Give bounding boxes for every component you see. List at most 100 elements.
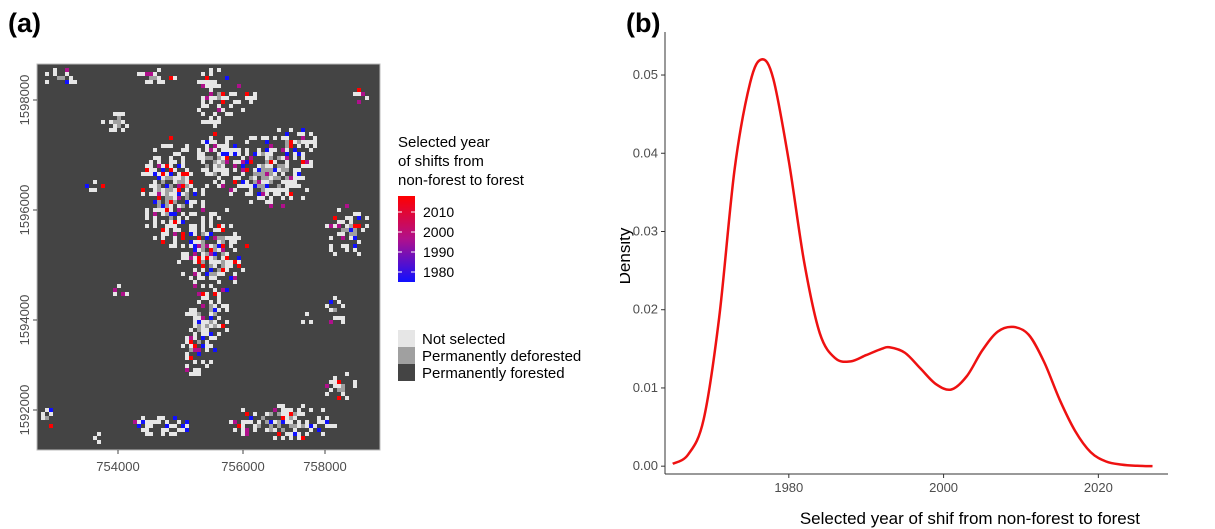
map-pixel xyxy=(149,184,153,188)
map-pixel xyxy=(285,164,289,168)
map-pixel xyxy=(221,92,225,96)
map-pixel xyxy=(337,300,341,304)
map-pixel xyxy=(293,176,297,180)
map-pixel xyxy=(189,204,193,208)
map-pixel xyxy=(257,184,261,188)
y-tick-label: 0.03 xyxy=(633,223,658,238)
map-pixel xyxy=(225,112,229,116)
map-pixel xyxy=(193,244,197,248)
map-pixel xyxy=(285,408,289,412)
map-pixel xyxy=(273,168,277,172)
map-pixel xyxy=(289,140,293,144)
map-pixel xyxy=(213,256,217,260)
map-pixel xyxy=(157,160,161,164)
year-legend-title-line: of shifts from xyxy=(398,153,484,170)
map-pixel xyxy=(193,232,197,236)
map-pixel xyxy=(341,388,345,392)
map-pixel xyxy=(193,316,197,320)
map-pixel xyxy=(141,172,145,176)
map-pixel xyxy=(253,168,257,172)
map-pixel xyxy=(209,92,213,96)
map-pixel xyxy=(233,420,237,424)
map-pixel xyxy=(185,216,189,220)
map-pixel xyxy=(245,92,249,96)
map-pixel xyxy=(293,168,297,172)
map-pixel xyxy=(241,108,245,112)
map-pixel xyxy=(169,76,173,80)
map-pixel xyxy=(301,404,305,408)
map-pixel xyxy=(285,432,289,436)
map-pixel xyxy=(185,196,189,200)
map-pixel xyxy=(161,80,165,84)
map-pixel xyxy=(301,128,305,132)
map-pixel xyxy=(157,196,161,200)
map-pixel xyxy=(161,208,165,212)
map-pixel xyxy=(209,80,213,84)
map-pixel xyxy=(321,420,325,424)
map-pixel xyxy=(165,428,169,432)
map-pixel xyxy=(317,420,321,424)
map-pixel xyxy=(209,136,213,140)
map-pixel xyxy=(189,308,193,312)
map-pixel xyxy=(281,404,285,408)
map-pixel xyxy=(197,276,201,280)
map-pixel xyxy=(225,268,229,272)
map-pixel xyxy=(257,192,261,196)
map-pixel xyxy=(177,208,181,212)
map-pixel xyxy=(169,200,173,204)
map-pixel xyxy=(225,236,229,240)
map-pixel xyxy=(345,372,349,376)
map-pixel xyxy=(341,232,345,236)
map-pixel xyxy=(153,148,157,152)
map-pixel xyxy=(197,80,201,84)
map-pixel xyxy=(277,192,281,196)
map-pixel xyxy=(205,344,209,348)
panel-label-b: (b) xyxy=(626,8,661,38)
map-pixel xyxy=(269,156,273,160)
map-pixel xyxy=(221,224,225,228)
map-pixel xyxy=(205,244,209,248)
map-pixel xyxy=(197,368,201,372)
map-pixel xyxy=(185,148,189,152)
map-pixel xyxy=(197,372,201,376)
map-pixel xyxy=(173,240,177,244)
map-pixel xyxy=(201,72,205,76)
map-pixel xyxy=(173,212,177,216)
map-pixel xyxy=(93,180,97,184)
map-pixel xyxy=(213,228,217,232)
map-pixel xyxy=(217,332,221,336)
map-pixel xyxy=(241,408,245,412)
map-pixel xyxy=(205,272,209,276)
map-pixel xyxy=(177,420,181,424)
map-pixel xyxy=(241,164,245,168)
map-pixel xyxy=(285,140,289,144)
map-pixel xyxy=(169,216,173,220)
map-pixel xyxy=(209,312,213,316)
map-pixel xyxy=(237,256,241,260)
map-pixel xyxy=(41,416,45,420)
map-pixel xyxy=(281,180,285,184)
map-pixel xyxy=(213,180,217,184)
map-pixel xyxy=(193,248,197,252)
map-pixel xyxy=(229,112,233,116)
map-pixel xyxy=(181,344,185,348)
map-pixel xyxy=(197,324,201,328)
map-pixel xyxy=(149,76,153,80)
map-pixel xyxy=(225,76,229,80)
map-pixel xyxy=(301,176,305,180)
map-pixel xyxy=(165,224,169,228)
map-pixel xyxy=(141,72,145,76)
map-pixel xyxy=(185,364,189,368)
map-pixel xyxy=(305,140,309,144)
map-pixel xyxy=(217,280,221,284)
map-pixel xyxy=(189,184,193,188)
map-pixel xyxy=(249,188,253,192)
map-pixel xyxy=(293,148,297,152)
map-pixel xyxy=(181,192,185,196)
map-pixel xyxy=(177,204,181,208)
map-pixel xyxy=(245,420,249,424)
map-pixel xyxy=(57,76,61,80)
map-pixel xyxy=(221,268,225,272)
map-pixel xyxy=(297,436,301,440)
map-pixel xyxy=(169,184,173,188)
